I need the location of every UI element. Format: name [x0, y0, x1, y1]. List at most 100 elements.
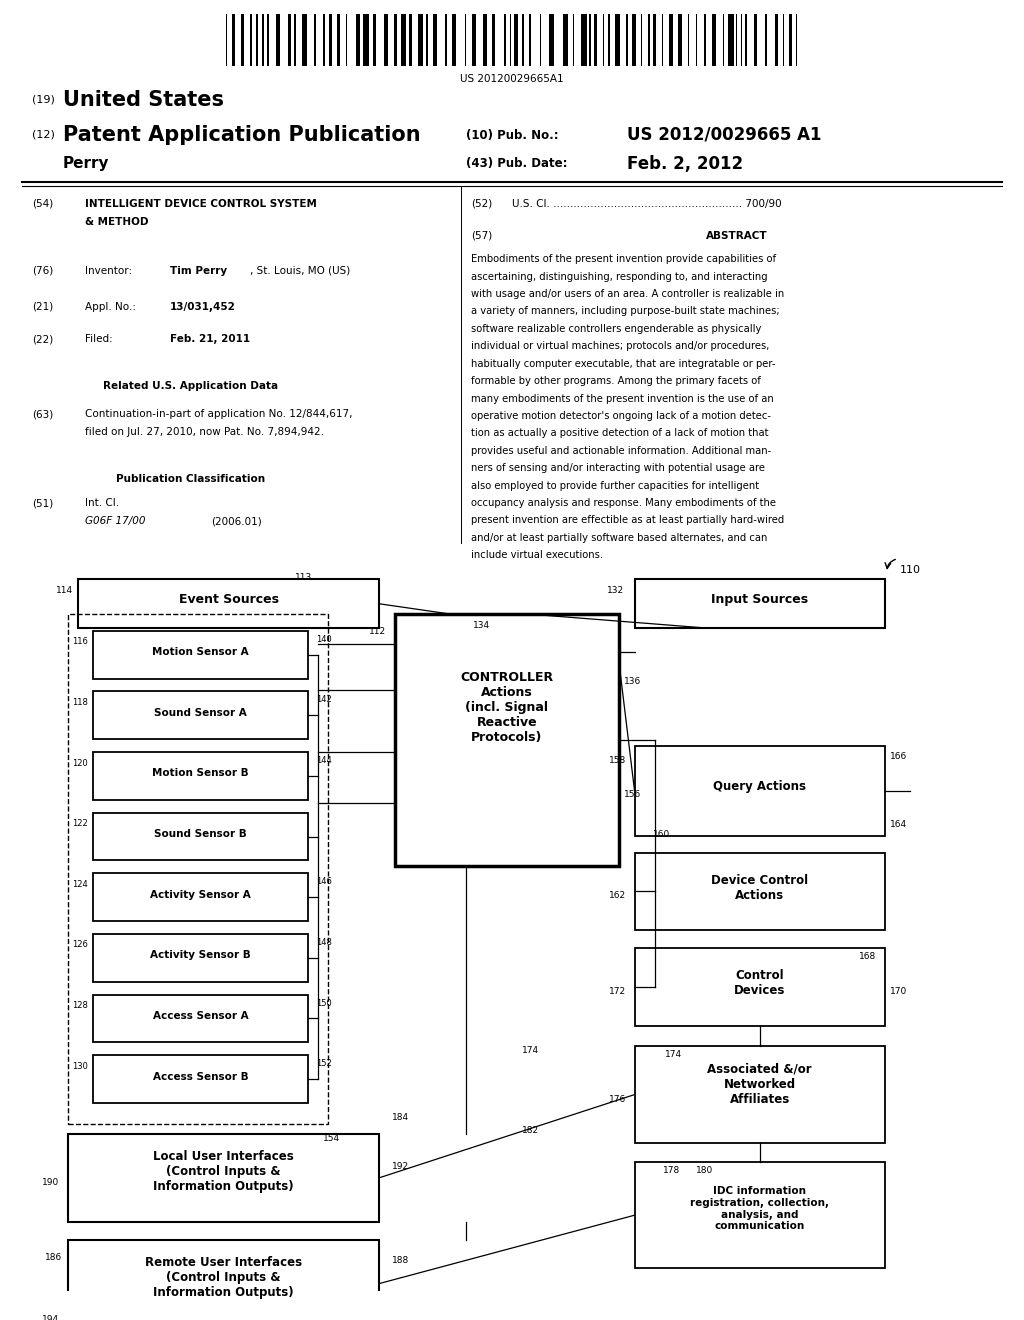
- FancyBboxPatch shape: [93, 995, 308, 1043]
- Text: 166: 166: [890, 752, 907, 762]
- Bar: [582, 15, 587, 66]
- Bar: [754, 15, 757, 66]
- FancyBboxPatch shape: [635, 1047, 885, 1143]
- Text: Int. Cl.: Int. Cl.: [85, 498, 119, 508]
- Text: 174: 174: [666, 1051, 682, 1059]
- Bar: [426, 15, 428, 66]
- Text: & METHOD: & METHOD: [85, 216, 148, 227]
- Text: (76): (76): [32, 265, 53, 276]
- Text: Control
Devices: Control Devices: [734, 969, 785, 997]
- Bar: [472, 15, 476, 66]
- Text: (57): (57): [471, 231, 493, 242]
- Text: Associated &/or
Networked
Affiliates: Associated &/or Networked Affiliates: [708, 1063, 812, 1106]
- Text: 120: 120: [73, 759, 88, 767]
- Text: 128: 128: [73, 1001, 88, 1010]
- Text: software realizable controllers engenderable as physically: software realizable controllers engender…: [471, 323, 762, 334]
- Text: 126: 126: [73, 940, 88, 949]
- Bar: [267, 15, 269, 66]
- Text: 148: 148: [316, 939, 332, 946]
- Bar: [678, 15, 682, 66]
- Text: 188: 188: [391, 1257, 409, 1266]
- Text: 114: 114: [55, 586, 73, 595]
- Text: (51): (51): [32, 498, 53, 508]
- FancyBboxPatch shape: [635, 746, 885, 836]
- FancyBboxPatch shape: [78, 579, 379, 628]
- Bar: [275, 15, 280, 66]
- Text: United States: United States: [62, 90, 223, 111]
- Text: 134: 134: [473, 620, 490, 630]
- FancyBboxPatch shape: [635, 1163, 885, 1269]
- Text: 158: 158: [609, 756, 627, 766]
- Text: provides useful and actionable information. Additional man-: provides useful and actionable informati…: [471, 446, 771, 455]
- Text: 172: 172: [609, 987, 626, 995]
- Text: Tim Perry: Tim Perry: [170, 265, 227, 276]
- Bar: [505, 15, 507, 66]
- FancyBboxPatch shape: [635, 579, 885, 628]
- Text: tion as actually a positive detection of a lack of motion that: tion as actually a positive detection of…: [471, 429, 769, 438]
- Bar: [641, 15, 642, 66]
- Bar: [355, 15, 359, 66]
- Text: present invention are effectible as at least partially hard-wired: present invention are effectible as at l…: [471, 515, 784, 525]
- Bar: [232, 15, 236, 66]
- FancyBboxPatch shape: [635, 948, 885, 1026]
- FancyBboxPatch shape: [93, 1055, 308, 1104]
- Text: Publication Classification: Publication Classification: [116, 474, 265, 483]
- Text: also employed to provide further capacities for intelligent: also employed to provide further capacit…: [471, 480, 759, 491]
- FancyBboxPatch shape: [394, 614, 620, 866]
- Text: Inventor:: Inventor:: [85, 265, 132, 276]
- Text: Query Actions: Query Actions: [713, 780, 806, 793]
- FancyBboxPatch shape: [68, 1134, 379, 1221]
- Text: CONTROLLER
Actions
(incl. Signal
Reactive
Protocols): CONTROLLER Actions (incl. Signal Reactiv…: [461, 671, 553, 744]
- Bar: [262, 15, 264, 66]
- Bar: [337, 15, 340, 66]
- Text: ascertaining, distinguishing, responding to, and interacting: ascertaining, distinguishing, responding…: [471, 272, 768, 281]
- Bar: [393, 15, 396, 66]
- Text: Filed:: Filed:: [85, 334, 113, 345]
- Bar: [589, 15, 591, 66]
- Text: 122: 122: [73, 820, 88, 828]
- Text: many embodiments of the present invention is the use of an: many embodiments of the present inventio…: [471, 393, 774, 404]
- Bar: [744, 15, 746, 66]
- Bar: [688, 15, 689, 66]
- Text: (21): (21): [32, 302, 53, 312]
- Text: (63): (63): [32, 409, 53, 418]
- FancyBboxPatch shape: [68, 1239, 379, 1320]
- Text: 116: 116: [73, 638, 88, 647]
- Bar: [670, 15, 674, 66]
- Text: ners of sensing and/or interacting with potential usage are: ners of sensing and/or interacting with …: [471, 463, 765, 473]
- Bar: [632, 15, 636, 66]
- Bar: [324, 15, 325, 66]
- Text: 124: 124: [73, 880, 88, 888]
- Text: 168: 168: [859, 952, 877, 961]
- Text: 184: 184: [391, 1113, 409, 1122]
- Text: 110: 110: [900, 565, 921, 576]
- Text: ABSTRACT: ABSTRACT: [706, 231, 767, 242]
- Text: 156: 156: [625, 791, 642, 799]
- Bar: [735, 15, 737, 66]
- FancyBboxPatch shape: [635, 853, 885, 931]
- Bar: [364, 15, 369, 66]
- Text: individual or virtual machines; protocols and/or procedures,: individual or virtual machines; protocol…: [471, 342, 769, 351]
- Bar: [418, 15, 423, 66]
- Text: Related U.S. Application Data: Related U.S. Application Data: [102, 380, 278, 391]
- Bar: [444, 15, 446, 66]
- Text: Feb. 21, 2011: Feb. 21, 2011: [170, 334, 250, 345]
- Text: 180: 180: [696, 1166, 713, 1175]
- Text: 170: 170: [890, 987, 907, 995]
- Text: 132: 132: [607, 586, 625, 595]
- Bar: [465, 15, 466, 66]
- Text: 186: 186: [45, 1253, 62, 1262]
- Text: Local User Interfaces
(Control Inputs &
Information Outputs): Local User Interfaces (Control Inputs & …: [154, 1150, 294, 1193]
- Bar: [401, 15, 407, 66]
- Text: 194: 194: [42, 1315, 59, 1320]
- Text: (19): (19): [32, 94, 55, 104]
- Text: 144: 144: [316, 756, 332, 766]
- Text: (12): (12): [32, 129, 55, 139]
- Text: 113: 113: [295, 573, 312, 582]
- Text: 13/031,452: 13/031,452: [170, 302, 236, 312]
- Text: Continuation-in-part of application No. 12/844,617,: Continuation-in-part of application No. …: [85, 409, 352, 418]
- Text: Activity Sensor A: Activity Sensor A: [151, 890, 251, 900]
- Text: Sound Sensor A: Sound Sensor A: [155, 708, 247, 718]
- Text: Embodiments of the present invention provide capabilities of: Embodiments of the present invention pro…: [471, 255, 776, 264]
- Bar: [788, 15, 792, 66]
